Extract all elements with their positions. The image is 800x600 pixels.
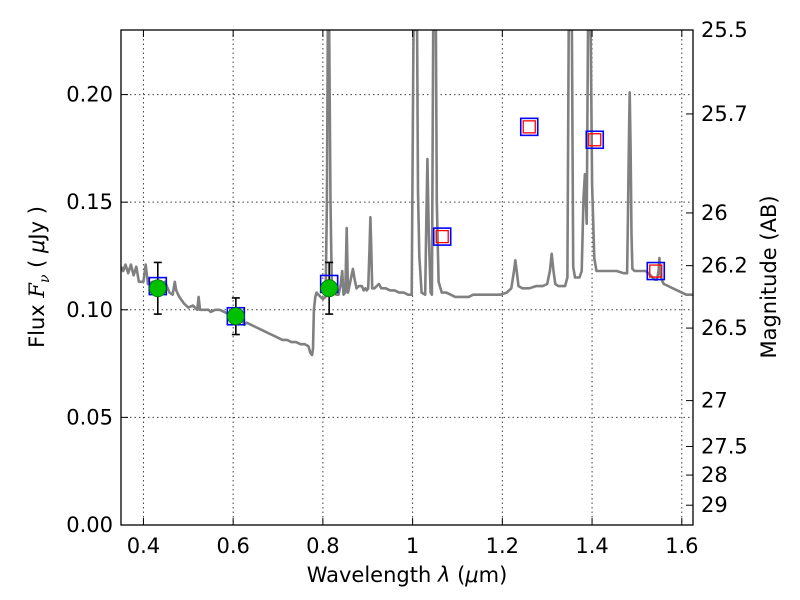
observed-flux-point [226, 307, 245, 326]
x-axis-title: Wavelength λ (μm) [307, 563, 508, 587]
y-tick-label: 0.10 [66, 298, 113, 322]
right-tick-label: 28 [701, 463, 728, 487]
y-tick-label: 0.20 [66, 83, 113, 107]
predicted-band-square [649, 264, 663, 278]
x-tick-label: 1.2 [486, 534, 519, 558]
y-tick-label: 0.05 [66, 405, 113, 429]
axes-frame [120, 29, 694, 526]
plot-area [121, 30, 693, 357]
x-tick-label: 0.8 [306, 534, 339, 558]
x-tick-label: 1.4 [575, 534, 608, 558]
grid [121, 30, 693, 526]
model-band-square [432, 227, 452, 246]
model-band-square [519, 117, 539, 137]
right-axis-title: Magnitude (AB) [757, 195, 781, 358]
observed-flux-point [148, 279, 167, 298]
predicted-band-square [522, 120, 536, 134]
right-tick-label: 29 [701, 493, 728, 517]
observed-flux-point [320, 279, 339, 298]
y-axis-title: Flux Fν ( μJy ) [25, 206, 53, 348]
right-tick-label: 27.5 [701, 434, 748, 458]
x-tick-label: 0.6 [216, 534, 249, 558]
x-tick-label: 0.4 [127, 534, 160, 558]
model-band-square [585, 130, 605, 150]
right-tick-label: 26 [701, 201, 728, 225]
markers [148, 117, 666, 336]
predicted-band-square [588, 133, 602, 147]
sed-model-line [121, 30, 693, 357]
right-tick-label: 25.5 [701, 18, 748, 42]
model-band-square [646, 261, 666, 281]
right-tick-label: 26.5 [701, 316, 748, 340]
x-tick-label: 1 [406, 534, 419, 558]
predicted-band-square [435, 229, 449, 244]
right-tick-label: 27 [701, 389, 728, 413]
ticks: 0.4 0.6 0.8 1 1.2 1.4 1.6 0.00 0.05 0.10 0.15 0.20 2… [66, 18, 748, 558]
y-tick-label: 0.00 [66, 513, 113, 537]
y-tick-label: 0.15 [66, 190, 113, 214]
right-tick-label: 26.2 [701, 254, 748, 278]
x-tick-label: 1.6 [665, 534, 698, 558]
right-tick-label: 25.7 [701, 102, 748, 126]
